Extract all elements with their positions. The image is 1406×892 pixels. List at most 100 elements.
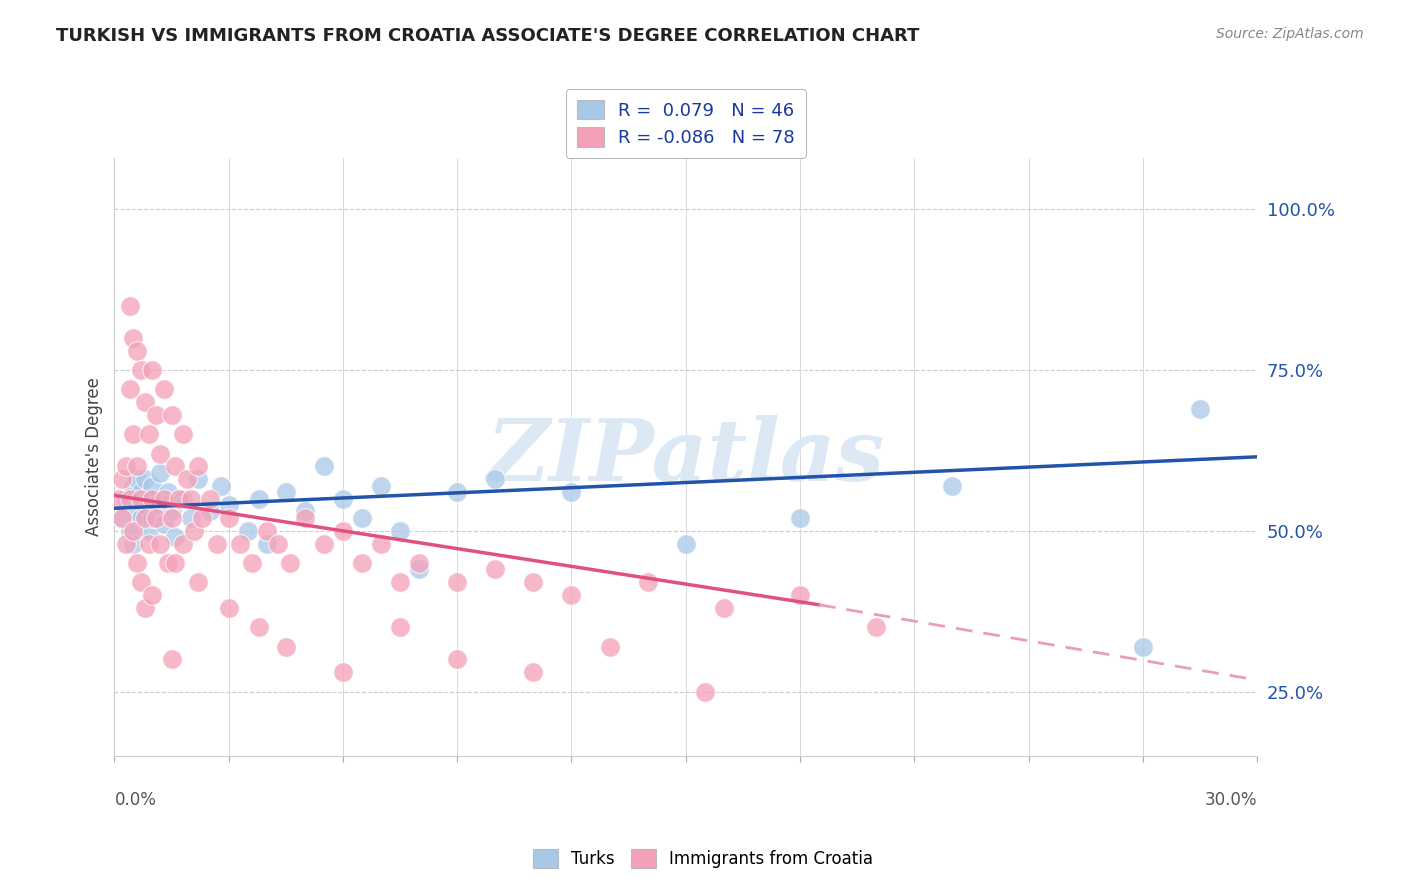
Point — [122, 331, 145, 345]
Point — [274, 640, 297, 654]
Point — [484, 562, 506, 576]
Point — [115, 491, 138, 506]
Point — [127, 459, 149, 474]
Point — [522, 575, 544, 590]
Point — [183, 524, 205, 538]
Point — [247, 620, 270, 634]
Point — [149, 466, 172, 480]
Point — [149, 536, 172, 550]
Point — [332, 665, 354, 680]
Point — [278, 556, 301, 570]
Point — [256, 524, 278, 538]
Point — [446, 485, 468, 500]
Point — [180, 511, 202, 525]
Point — [145, 408, 167, 422]
Point — [138, 491, 160, 506]
Text: 30.0%: 30.0% — [1205, 791, 1257, 809]
Point — [187, 459, 209, 474]
Text: ZIPatlas: ZIPatlas — [486, 415, 884, 499]
Point — [172, 491, 194, 506]
Point — [865, 620, 887, 634]
Point — [389, 524, 412, 538]
Point — [127, 504, 149, 518]
Point — [312, 459, 335, 474]
Point — [218, 601, 240, 615]
Point — [156, 485, 179, 500]
Point — [176, 472, 198, 486]
Point — [560, 588, 582, 602]
Point — [332, 491, 354, 506]
Point — [172, 536, 194, 550]
Point — [229, 536, 252, 550]
Point — [118, 524, 141, 538]
Point — [145, 498, 167, 512]
Point — [129, 485, 152, 500]
Point — [160, 408, 183, 422]
Point — [141, 511, 163, 525]
Point — [312, 536, 335, 550]
Point — [138, 536, 160, 550]
Point — [446, 652, 468, 666]
Point — [153, 382, 176, 396]
Legend: Turks, Immigrants from Croatia: Turks, Immigrants from Croatia — [526, 843, 880, 875]
Point — [134, 601, 156, 615]
Point — [218, 498, 240, 512]
Point — [675, 536, 697, 550]
Point — [122, 479, 145, 493]
Point — [247, 491, 270, 506]
Point — [941, 479, 963, 493]
Point — [156, 556, 179, 570]
Point — [560, 485, 582, 500]
Point — [408, 562, 430, 576]
Point — [160, 504, 183, 518]
Point — [115, 536, 138, 550]
Text: 0.0%: 0.0% — [114, 791, 156, 809]
Point — [122, 524, 145, 538]
Point — [141, 491, 163, 506]
Point — [134, 472, 156, 486]
Point — [111, 511, 134, 525]
Point — [138, 427, 160, 442]
Point — [107, 491, 129, 506]
Point — [141, 588, 163, 602]
Point — [332, 524, 354, 538]
Point — [1132, 640, 1154, 654]
Point — [111, 472, 134, 486]
Point — [118, 299, 141, 313]
Text: Source: ZipAtlas.com: Source: ZipAtlas.com — [1216, 27, 1364, 41]
Point — [350, 511, 373, 525]
Point — [236, 524, 259, 538]
Point — [240, 556, 263, 570]
Point — [141, 363, 163, 377]
Point — [134, 395, 156, 409]
Point — [294, 504, 316, 518]
Point — [129, 491, 152, 506]
Y-axis label: Associate's Degree: Associate's Degree — [86, 377, 103, 536]
Point — [129, 363, 152, 377]
Point — [165, 459, 187, 474]
Point — [149, 447, 172, 461]
Point — [198, 504, 221, 518]
Point — [129, 511, 152, 525]
Point — [165, 530, 187, 544]
Point — [127, 556, 149, 570]
Legend: R =  0.079   N = 46, R = -0.086   N = 78: R = 0.079 N = 46, R = -0.086 N = 78 — [565, 89, 806, 158]
Point — [370, 536, 392, 550]
Point — [145, 511, 167, 525]
Point — [118, 382, 141, 396]
Point — [141, 479, 163, 493]
Point — [122, 536, 145, 550]
Point — [209, 479, 232, 493]
Point — [637, 575, 659, 590]
Point — [256, 536, 278, 550]
Point — [167, 491, 190, 506]
Point — [599, 640, 621, 654]
Point — [187, 575, 209, 590]
Point — [172, 427, 194, 442]
Point — [789, 588, 811, 602]
Point — [115, 459, 138, 474]
Point — [111, 511, 134, 525]
Point — [408, 556, 430, 570]
Point — [522, 665, 544, 680]
Point — [789, 511, 811, 525]
